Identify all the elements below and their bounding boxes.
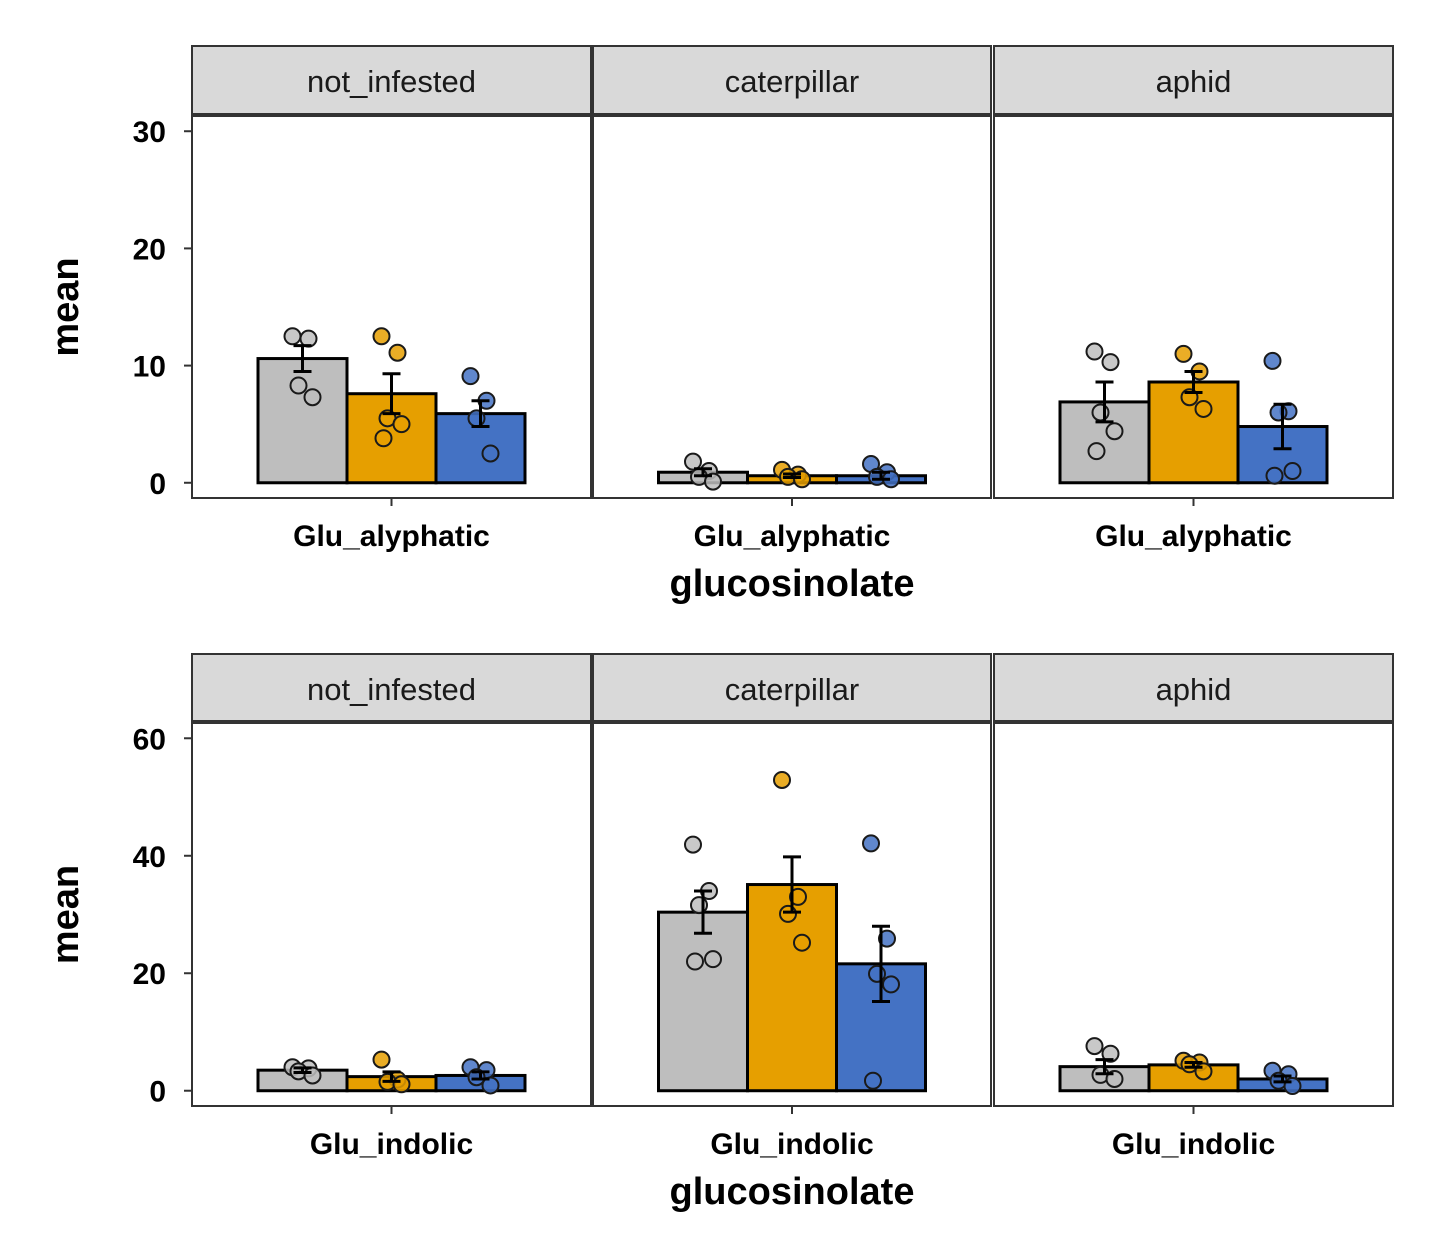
facet-strip-label: not_infested [307,672,476,707]
data-point [704,950,722,969]
x-tick-label: Glu_indolic [310,1128,473,1161]
panel-background [593,116,991,498]
panel-background [994,723,1393,1106]
y-tick-label: 0 [149,468,166,501]
data-point [1101,353,1120,372]
y-tick-label: 30 [133,116,166,149]
facet-panel-aphid: aphid Glu_indolic [993,653,1394,1161]
facet-strip-label: aphid [1156,64,1232,99]
facet-panel-not_infested: not_infested Glu_indolic [191,653,592,1161]
data-point [303,1066,322,1085]
facet-strip-label: caterpillar [725,672,859,707]
data-point [1085,1037,1104,1056]
facet-strip-label: caterpillar [725,64,859,99]
data-point [1101,1044,1120,1063]
data-point [878,929,896,948]
data-point [1265,466,1284,485]
facet-strip [592,45,992,115]
data-point [303,388,322,407]
data-point [1085,342,1104,361]
facet-strip-label: aphid [1156,672,1232,707]
facet-strip [993,653,1394,722]
data-point [392,415,411,434]
data-point [684,452,702,471]
data-point [461,367,480,386]
data-point [467,409,486,428]
data-point [779,904,797,923]
data-point [704,472,722,491]
data-point [882,975,900,994]
chart-2: mean 0 20 40 60 glucosinolate not_infested Glu_… [45,653,1394,1213]
y-tick-label: 60 [133,723,166,756]
facet-strip [592,653,992,722]
facet-strip [993,45,1394,115]
data-point [283,327,302,346]
facet-strip [191,45,592,115]
data-point [868,964,886,983]
data-point [289,376,308,395]
x-tick-label: Glu_indolic [1112,1128,1275,1161]
data-point [789,887,807,906]
y-axis-title: mean [45,865,87,964]
data-point [372,1050,391,1069]
panel-background [192,723,591,1106]
data-point [773,770,791,789]
data-point [374,429,393,448]
facet-strip-label: not_infested [307,64,476,99]
x-axis-title: glucosinolate [670,1171,915,1213]
data-point [481,1076,500,1095]
x-tick-label: Glu_alyphatic [694,520,891,553]
data-point [1269,403,1288,422]
data-point [1174,344,1193,363]
x-tick-label: Glu_indolic [710,1128,873,1161]
data-point [481,444,500,463]
x-tick-label: Glu_alyphatic [1095,520,1292,553]
data-point [1091,403,1110,422]
bar [657,910,749,1093]
x-axis-title: glucosinolate [670,563,915,605]
data-point [684,835,702,854]
y-tick-label: 0 [149,1076,166,1109]
data-point [1105,422,1124,441]
x-tick-label: Glu_alyphatic [293,520,490,553]
y-axis-title: mean [45,257,87,356]
y-tick-label: 10 [133,351,166,384]
data-point [1283,462,1302,481]
data-point [372,327,391,346]
facet-panel-not_infested: not_infested Glu_alyphatic [191,45,592,553]
y-tick-label: 40 [133,841,166,874]
facet-strip [191,653,592,722]
data-point [690,896,708,915]
data-point [388,343,407,362]
data-point [392,1075,411,1094]
bar [256,357,349,485]
data-point [686,952,704,971]
data-point [1263,351,1282,370]
data-point [793,933,811,952]
y-tick-label: 20 [133,958,166,991]
facet-panel-caterpillar: caterpillar Glu_alyphatic [592,45,992,553]
data-point [862,834,880,853]
data-point [1194,399,1213,418]
facet-panel-caterpillar: caterpillar Glu_indolic [592,653,992,1161]
data-point [864,1071,882,1090]
facet-panel-aphid: aphid Glu_alyphatic [993,45,1394,553]
chart-1: mean 0 10 20 30 glucosinolate not_infested Glu_… [45,45,1394,605]
y-tick-label: 20 [133,233,166,266]
data-point [1087,442,1106,461]
